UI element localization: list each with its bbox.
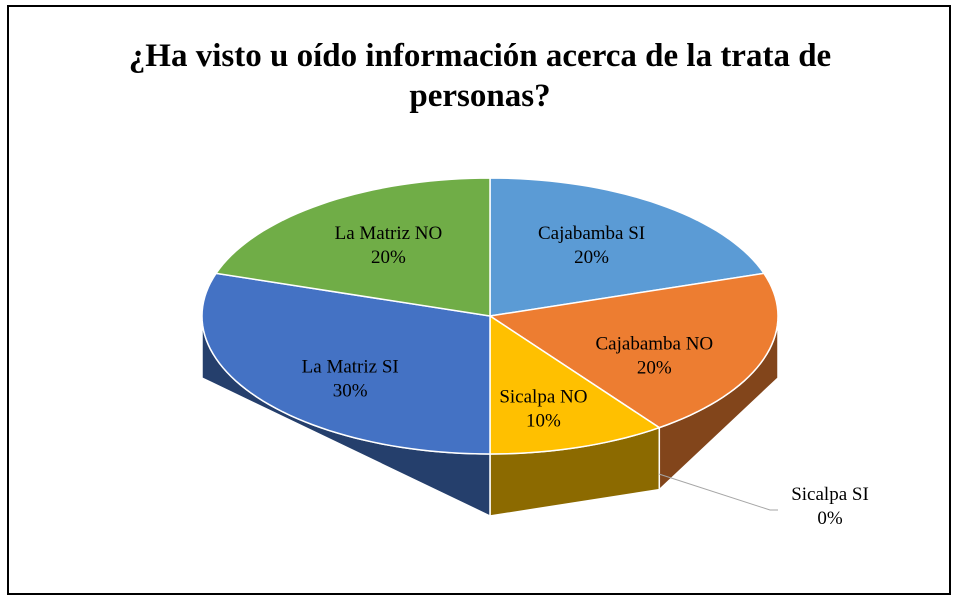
data-label-value: 20% xyxy=(371,247,406,268)
data-label-name: La Matriz SI xyxy=(302,357,399,378)
data-label-name: La Matriz NO xyxy=(335,223,443,244)
slice xyxy=(201,272,491,455)
data-label-value: 10% xyxy=(526,411,561,432)
slice xyxy=(489,314,661,455)
leader-line xyxy=(659,473,778,511)
chart-title: ¿Ha visto u oído información acerca de l… xyxy=(128,38,832,114)
data-label-name: Cajabamba SI xyxy=(538,223,645,244)
slice xyxy=(487,272,779,429)
chart: Cajabamba SI 20% Cajabamba NO 20% Sicalpa SI… xyxy=(201,177,869,529)
data-label-name: Cajabamba NO xyxy=(596,334,714,355)
data-label-value: 20% xyxy=(637,358,672,379)
page: {"chart_data": {"type": "pie3d", "title"… xyxy=(7,5,951,595)
slice xyxy=(214,177,491,317)
data-label-value: 20% xyxy=(574,247,609,268)
data-label-value: 0% xyxy=(817,508,843,529)
data-label-name: Sicalpa NO xyxy=(499,387,587,408)
slice xyxy=(489,177,766,317)
data-label-name: Sicalpa SI xyxy=(791,484,869,505)
data-label-value: 30% xyxy=(333,381,368,402)
